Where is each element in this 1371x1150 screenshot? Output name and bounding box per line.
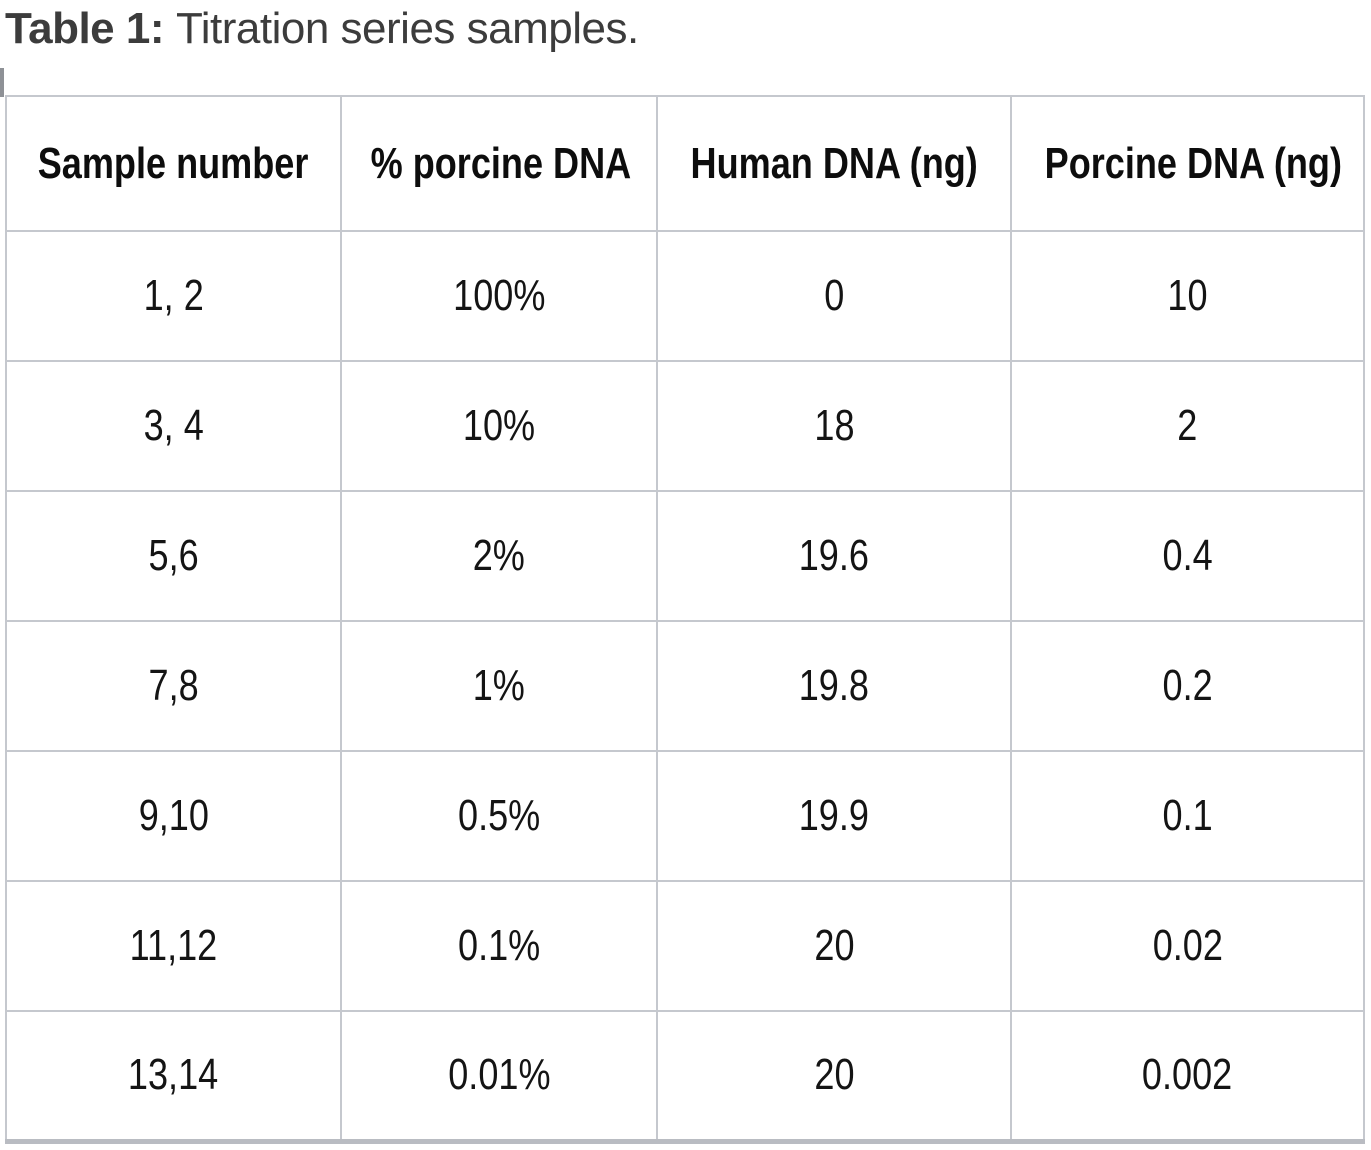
table-row: 1, 2 100% 0 10 [5,230,1365,362]
table-cell: 19.8 [656,620,1012,752]
table-cell-value: 20 [813,921,855,970]
table-cell-value: 13,14 [128,1050,219,1100]
table-cell: 11,12 [5,880,342,1012]
table-caption: Table 1: Titration series samples. [5,4,639,53]
table-cell-value: 0.4 [1162,531,1213,580]
table-cell-value: 1% [472,661,526,710]
table-cell-value: 11,12 [129,921,218,970]
table-cell: 0.5% [340,750,658,882]
table-cell-value: 100% [452,271,546,320]
titration-samples-table: Sample number % porcine DNA Human DNA (n… [5,95,1365,1144]
table-cell: 10 [1010,230,1365,362]
table-caption-label: Table 1: [5,4,165,53]
table-cell: 2 [1010,360,1365,492]
table-cell: 0.4 [1010,490,1365,622]
table-header: Sample number % porcine DNA Human DNA (n… [5,95,1365,232]
table-cell-value: 1, 2 [143,271,204,320]
table-cell-value: 2 [1177,401,1198,450]
table-cell: 9,10 [5,750,342,882]
table-cell-value: 0.1 [1162,791,1213,840]
table-cell-value: 0.002 [1142,1050,1233,1100]
column-header-percent-porcine-dna: % porcine DNA [340,95,658,232]
table-cell: 0.002 [1010,1010,1365,1144]
table-cell-value: 19.6 [798,531,870,580]
column-header-label: Sample number [38,138,309,188]
table-row: 7,8 1% 19.8 0.2 [5,620,1365,752]
column-header-label: % porcine DNA [370,138,632,188]
table-cell: 1, 2 [5,230,342,362]
table-cell: 3, 4 [5,360,342,492]
table-cell: 2% [340,490,658,622]
table-cell: 20 [656,880,1012,1012]
column-header-sample-number: Sample number [5,95,342,232]
table-row: 5,6 2% 19.6 0.4 [5,490,1365,622]
table-cell: 19.6 [656,490,1012,622]
table-cell-value: 10% [462,401,536,450]
table-cell-value: 7,8 [148,661,199,710]
text-cursor [0,68,4,97]
table-cell-value: 0.01% [447,1050,551,1100]
table-cell-value: 10 [1167,271,1208,320]
table-cell: 18 [656,360,1012,492]
table-cell-value: 20 [813,1050,855,1100]
table-cell-value: 5,6 [148,531,199,580]
table-cell: 0.01% [340,1010,658,1144]
table-cell: 5,6 [5,490,342,622]
table-cell-value: 9,10 [138,791,209,840]
table-cell: 1% [340,620,658,752]
table-cell-value: 0.02 [1152,921,1223,970]
table-cell: 7,8 [5,620,342,752]
table-cell-value: 0.5% [457,791,541,840]
table-cell: 0.2 [1010,620,1365,752]
column-header-label: Porcine DNA (ng) [1044,138,1342,188]
table-cell: 10% [340,360,658,492]
column-header-label: Human DNA (ng) [690,138,978,188]
table-cell-value: 18 [813,401,855,450]
table-cell-value: 19.8 [798,661,870,710]
table-row: 11,12 0.1% 20 0.02 [5,880,1365,1012]
table-cell-value: 2% [472,531,526,580]
table-body: 1, 2 100% 0 10 3, 4 10% 18 2 5,6 2% 19.6 0.4 7,8 1% 19… [5,230,1365,1144]
table-row: 9,10 0.5% 19.9 0.1 [5,750,1365,882]
table-cell: 0 [656,230,1012,362]
column-header-human-dna-ng: Human DNA (ng) [656,95,1012,232]
table-cell: 13,14 [5,1010,342,1144]
table-cell: 20 [656,1010,1012,1144]
table-cell: 0.1 [1010,750,1365,882]
table-row: 3, 4 10% 18 2 [5,360,1365,492]
table-cell: 0.1% [340,880,658,1012]
table-header-row: Sample number % porcine DNA Human DNA (n… [5,95,1365,232]
table-cell: 0.02 [1010,880,1365,1012]
table-cell-value: 3, 4 [143,401,204,450]
table-cell-value: 0.2 [1162,661,1213,710]
table-row: 13,14 0.01% 20 0.002 [5,1010,1365,1144]
table-cell: 100% [340,230,658,362]
table-cell-value: 0 [823,271,845,320]
table-cell-value: 0.1% [457,921,541,970]
column-header-porcine-dna-ng: Porcine DNA (ng) [1010,95,1365,232]
table-cell-value: 19.9 [798,791,870,840]
table-cell: 19.9 [656,750,1012,882]
table-caption-text: Titration series samples. [176,4,639,53]
